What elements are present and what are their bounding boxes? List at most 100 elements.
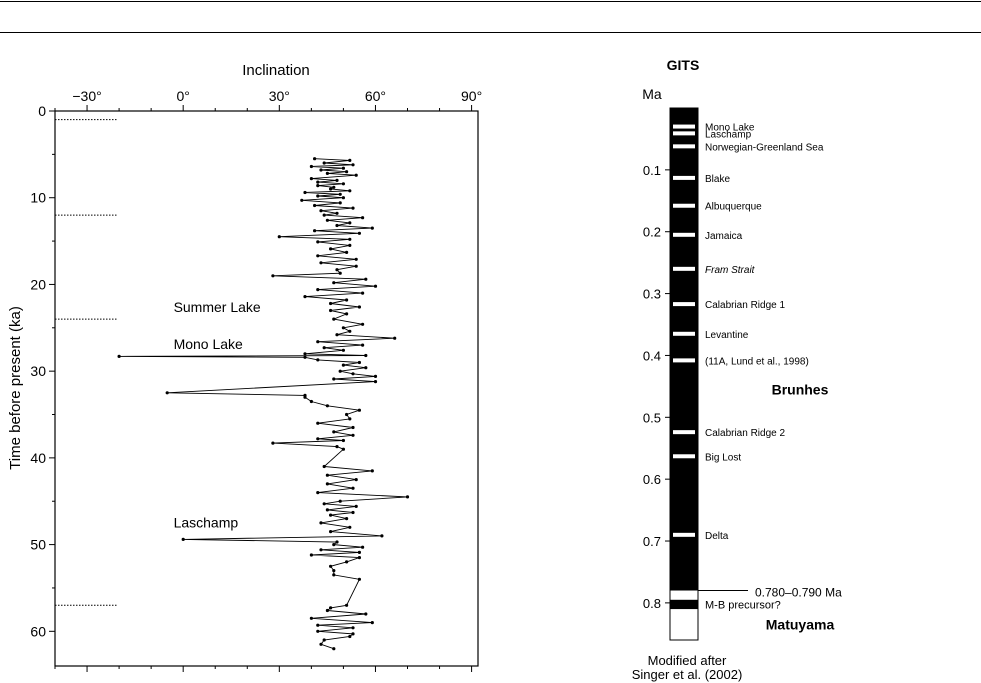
excursion-band: [673, 203, 695, 208]
data-point: [329, 301, 333, 306]
annotation-label: Laschamp: [174, 515, 239, 531]
data-point: [329, 564, 333, 568]
data-point: [325, 608, 329, 613]
excursion-band: [673, 175, 695, 180]
data-point: [335, 223, 339, 228]
data-point: [165, 391, 169, 395]
data-point: [300, 198, 304, 202]
data-point: [319, 521, 323, 525]
timescale-tick-label: 0.6: [643, 472, 661, 487]
data-point: [338, 271, 342, 275]
timescale-unit-label: Ma: [642, 86, 662, 102]
excursion-label: Blake: [705, 174, 730, 185]
data-point: [351, 486, 355, 490]
data-point: [373, 284, 378, 288]
excursion-band: [673, 454, 695, 459]
credit-line-1: Modified after: [648, 653, 727, 668]
excursion-label: Jamaica: [705, 231, 743, 242]
timescale: 0.1 0.2 0.3 0.4 0.5 0.6 0.7 0.8 Mono LakeLascham…: [643, 108, 842, 633]
inclination-series: [117, 157, 410, 651]
data-point: [309, 399, 313, 404]
data-point: [322, 213, 326, 217]
data-point: [329, 606, 333, 610]
data-point: [348, 237, 352, 241]
data-point: [335, 445, 339, 449]
top-rule: [0, 1, 981, 2]
excursion-label: (11A, Lund et al., 1998): [705, 356, 809, 367]
y-tick-label: 10: [30, 190, 46, 206]
data-point: [316, 288, 320, 292]
excursion-label: Fram Strait: [705, 265, 756, 276]
data-point: [322, 502, 326, 506]
timescale-tick-label: 0.7: [643, 534, 661, 549]
excursion-band: [673, 358, 695, 363]
excursion-label: Delta: [705, 531, 729, 542]
data-point: [332, 377, 336, 381]
data-point: [316, 421, 320, 425]
data-point: [405, 495, 410, 499]
chron-label: Brunhes: [772, 381, 829, 397]
data-point: [319, 261, 323, 265]
data-point: [345, 312, 349, 316]
data-point: [329, 187, 333, 191]
data-point: [322, 464, 326, 469]
data-point: [335, 178, 339, 182]
data-point: [325, 404, 329, 408]
data-point: [322, 161, 326, 165]
data-point: [329, 308, 333, 313]
data-point: [316, 184, 320, 188]
data-point: [345, 298, 349, 302]
data-point: [329, 530, 333, 534]
header-rule: [0, 32, 981, 33]
series-line: [119, 158, 408, 650]
excursion-label: Calabrian Ridge 2: [705, 428, 785, 439]
data-point: [338, 369, 342, 373]
data-point: [316, 254, 320, 258]
data-point: [345, 517, 349, 521]
data-point: [316, 340, 320, 344]
y-tick-label: 40: [30, 450, 46, 466]
x-tick-label: 90°: [461, 88, 482, 104]
plot-frame: [54, 110, 479, 667]
data-point: [354, 173, 358, 177]
data-point: [335, 333, 339, 337]
data-point: [316, 491, 320, 495]
data-point: [348, 158, 352, 162]
data-point: [319, 548, 323, 552]
data-point: [335, 211, 339, 215]
data-point: [348, 525, 352, 529]
data-point: [303, 355, 307, 359]
timescale-tick-label: 0.8: [643, 596, 661, 611]
precursor-band: [670, 599, 698, 610]
x-tick-label: −30°: [72, 88, 101, 104]
x-tick-label: 0°: [176, 88, 189, 104]
annotations: Summer Lake Mono Lake Laschamp: [174, 299, 261, 531]
data-point: [316, 194, 320, 198]
x-axis-label: Inclination: [242, 62, 310, 79]
data-point: [332, 317, 336, 321]
data-point: [341, 438, 345, 443]
data-point: [341, 326, 345, 330]
data-point: [181, 537, 185, 542]
y-tick-label: 60: [30, 623, 46, 639]
axis-ticks: −30° 0° 30° 60° 90° 0 10 20 30 40 50 60: [30, 88, 482, 672]
data-point: [345, 170, 349, 174]
data-point: [332, 569, 336, 573]
data-point: [351, 433, 355, 437]
data-point: [322, 346, 326, 350]
data-point: [370, 469, 374, 473]
data-point: [345, 560, 349, 564]
data-point: [309, 616, 313, 620]
data-point: [309, 177, 313, 181]
data-point: [348, 417, 352, 421]
data-point: [351, 372, 355, 376]
data-point: [338, 192, 342, 196]
y-tick-label: 50: [30, 537, 46, 553]
data-point: [357, 556, 361, 560]
data-point: [316, 629, 320, 633]
data-point: [361, 322, 365, 326]
data-point: [338, 201, 342, 205]
timescale-tick-label: 0.1: [643, 163, 661, 178]
data-point: [357, 360, 361, 365]
